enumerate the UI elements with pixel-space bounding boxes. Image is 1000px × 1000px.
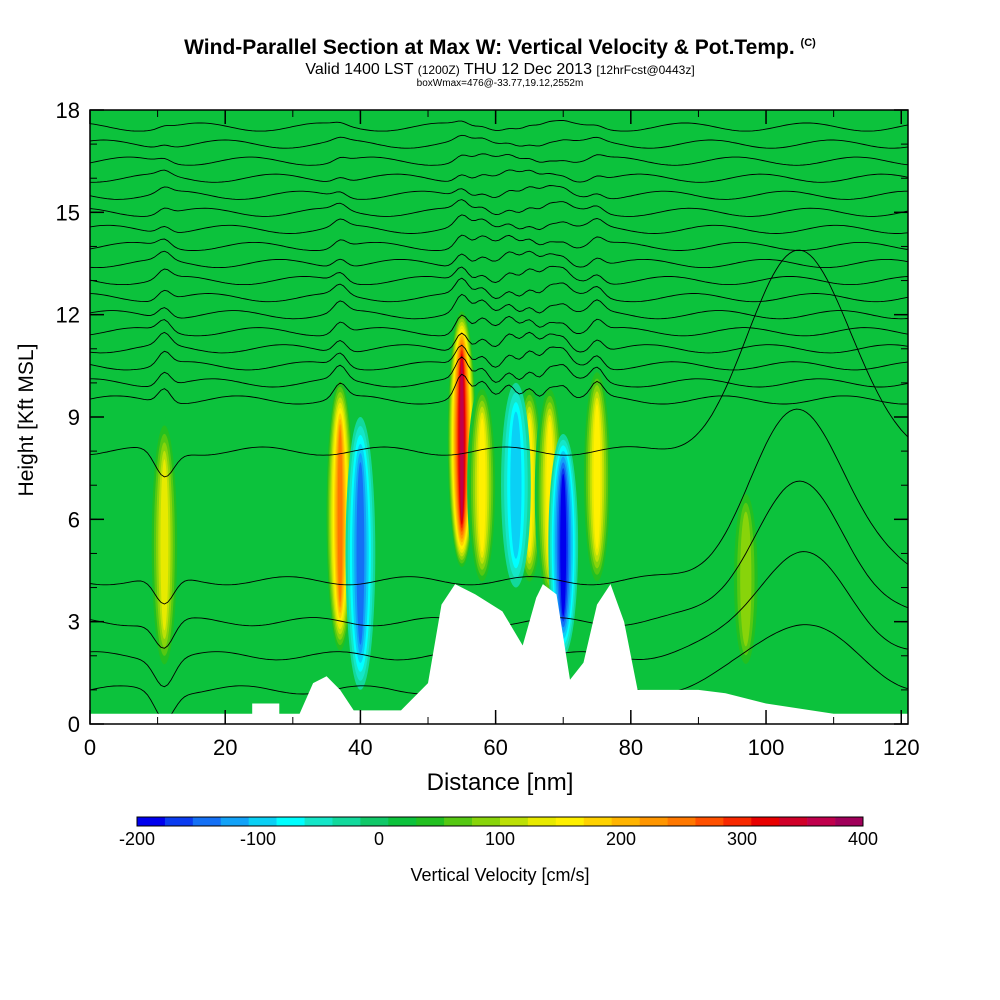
colorbar-swatch bbox=[807, 817, 836, 826]
x-axis-label: Distance [nm] bbox=[427, 769, 574, 796]
colorbar-swatch bbox=[220, 817, 249, 826]
updraft-band bbox=[478, 418, 486, 553]
y-tick-label: 3 bbox=[68, 610, 80, 635]
isentrope-line bbox=[90, 119, 908, 132]
colorbar-tick-label: 0 bbox=[374, 829, 384, 849]
isentrope-line bbox=[90, 265, 908, 286]
y-tick-label: 15 bbox=[56, 200, 80, 225]
isentrope-line bbox=[90, 249, 908, 478]
colorbar: -200 -100 0 100 200 300 400 bbox=[119, 816, 878, 849]
chart-title: Wind-Parallel Section at Max W: Vertical… bbox=[184, 36, 816, 59]
downdraft-band bbox=[560, 473, 567, 617]
isentrope-line bbox=[90, 356, 908, 388]
colorbar-swatch bbox=[416, 817, 445, 826]
axes: 0 20 40 60 80 100 120 0 3 6 9 12 15 18 bbox=[56, 98, 920, 760]
downdraft-cell bbox=[501, 382, 531, 588]
x-tick-label: 80 bbox=[619, 735, 643, 760]
isentrope-line bbox=[90, 234, 908, 251]
isentrope-line bbox=[90, 408, 908, 605]
y-tick-label: 9 bbox=[68, 405, 80, 430]
colorbar-swatch bbox=[304, 817, 333, 826]
isentrope-line bbox=[90, 314, 908, 337]
updraft-band bbox=[337, 429, 343, 603]
chart-annotation: boxWmax=476@-33.77,19.12,2552m bbox=[416, 78, 584, 89]
copyright-mark: (C) bbox=[800, 37, 816, 49]
y-tick-label: 0 bbox=[68, 712, 80, 737]
colorbar-tick-label: -200 bbox=[119, 829, 155, 849]
x-tick-label: 100 bbox=[748, 735, 785, 760]
chart-subtitle: Valid 1400 LST (1200Z) THU 12 Dec 2013 [… bbox=[305, 61, 695, 78]
x-tick-label: 40 bbox=[348, 735, 372, 760]
y-axis-label: Height [Kft MSL] bbox=[15, 344, 38, 497]
colorbar-tick-label: -100 bbox=[240, 829, 276, 849]
isentrope-line bbox=[90, 214, 908, 234]
colorbar-swatch bbox=[527, 817, 557, 826]
colorbar-border bbox=[136, 816, 864, 827]
isentrope-line bbox=[90, 373, 908, 405]
terrain bbox=[90, 584, 908, 724]
updraft-cell bbox=[730, 485, 761, 673]
colorbar-swatch bbox=[276, 817, 305, 826]
colorbar-tick-label: 100 bbox=[485, 829, 515, 849]
updraft-band bbox=[460, 360, 464, 518]
colorbar-swatch bbox=[500, 817, 529, 826]
y-tick-label: 12 bbox=[56, 303, 80, 328]
colorbar-swatch bbox=[835, 817, 864, 826]
colorbar-swatch bbox=[639, 817, 668, 826]
isentrope-line bbox=[90, 169, 908, 183]
colorbar-swatch bbox=[164, 817, 194, 826]
colorbar-swatch bbox=[472, 817, 501, 826]
y-tick-label: 18 bbox=[56, 98, 80, 123]
colorbar-swatch bbox=[332, 817, 361, 826]
colorbar-swatch bbox=[667, 817, 696, 826]
y-tick-label: 6 bbox=[68, 507, 80, 532]
colorbar-label: Vertical Velocity [cm/s] bbox=[410, 865, 589, 885]
x-tick-label: 60 bbox=[483, 735, 507, 760]
colorbar-swatch bbox=[137, 817, 166, 826]
x-tick-label: 20 bbox=[213, 735, 237, 760]
colorbar-tick-label: 300 bbox=[727, 829, 757, 849]
colorbar-swatch bbox=[248, 817, 277, 826]
colorbar-swatch bbox=[695, 817, 724, 826]
colorbar-swatch bbox=[611, 817, 640, 826]
colorbar-swatch bbox=[388, 817, 417, 826]
downdraft-cell bbox=[345, 417, 376, 690]
vertical-velocity-field bbox=[149, 307, 761, 690]
x-tick-label: 0 bbox=[84, 735, 96, 760]
colorbar-swatch bbox=[360, 817, 389, 826]
isentrope-line bbox=[90, 344, 908, 371]
downdraft-band bbox=[356, 462, 365, 645]
x-tick-label: 120 bbox=[883, 735, 920, 760]
colorbar-swatch bbox=[192, 817, 222, 826]
updraft-cell bbox=[582, 365, 612, 588]
updraft-band bbox=[593, 404, 601, 550]
updraft-band bbox=[160, 459, 169, 631]
isentrope-line bbox=[90, 293, 908, 320]
isentrope-line bbox=[90, 153, 908, 166]
isentrope-line bbox=[90, 199, 908, 217]
colorbar-tick-label: 400 bbox=[848, 829, 878, 849]
isentrope-line bbox=[90, 277, 908, 303]
terrain-profile bbox=[90, 584, 908, 724]
colorbar-swatch bbox=[444, 817, 473, 826]
isentrope-line bbox=[90, 134, 908, 149]
colorbar-swatch bbox=[555, 817, 585, 826]
colorbar-tick-label: 200 bbox=[606, 829, 636, 849]
updraft-cell bbox=[467, 382, 497, 588]
isentrope-line bbox=[90, 331, 908, 354]
downdraft-band bbox=[510, 411, 522, 559]
downdraft-cell bbox=[548, 434, 579, 656]
colorbar-swatch bbox=[583, 817, 612, 826]
colorbar-swatch bbox=[751, 817, 780, 826]
isentrope-line bbox=[90, 250, 908, 269]
colorbar-swatch bbox=[723, 817, 752, 826]
isentrope-line bbox=[90, 185, 908, 200]
colorbar-swatch bbox=[779, 817, 808, 826]
updraft-band bbox=[740, 511, 752, 647]
